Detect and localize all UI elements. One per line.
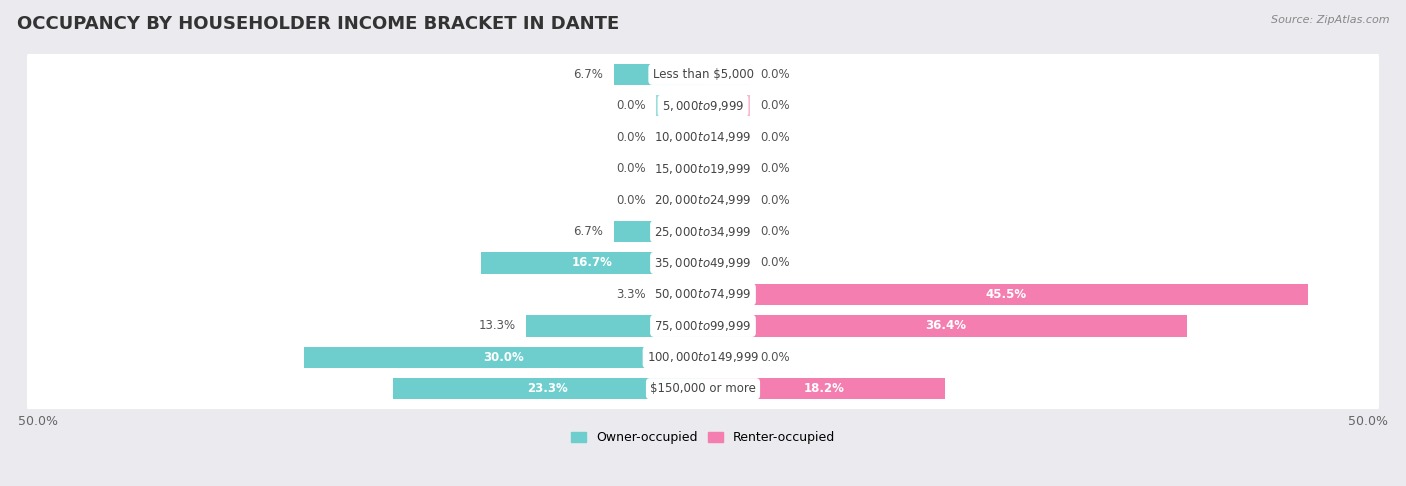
- Text: 45.5%: 45.5%: [986, 288, 1026, 301]
- Text: 30.0%: 30.0%: [484, 351, 524, 364]
- Bar: [304, 347, 703, 368]
- Text: 6.7%: 6.7%: [574, 68, 603, 81]
- Text: $75,000 to $99,999: $75,000 to $99,999: [654, 319, 752, 333]
- Text: 0.0%: 0.0%: [616, 193, 645, 207]
- FancyBboxPatch shape: [27, 112, 1379, 162]
- Text: 0.0%: 0.0%: [761, 68, 790, 81]
- Text: 18.2%: 18.2%: [804, 382, 845, 395]
- FancyBboxPatch shape: [27, 49, 1379, 100]
- Bar: [703, 315, 1188, 336]
- Text: $25,000 to $34,999: $25,000 to $34,999: [654, 225, 752, 239]
- Bar: [703, 378, 945, 399]
- Bar: [703, 252, 749, 274]
- Text: 3.3%: 3.3%: [616, 288, 645, 301]
- Text: $5,000 to $9,999: $5,000 to $9,999: [662, 99, 744, 113]
- Text: OCCUPANCY BY HOUSEHOLDER INCOME BRACKET IN DANTE: OCCUPANCY BY HOUSEHOLDER INCOME BRACKET …: [17, 15, 619, 33]
- Text: $35,000 to $49,999: $35,000 to $49,999: [654, 256, 752, 270]
- Bar: [657, 95, 703, 117]
- FancyBboxPatch shape: [27, 175, 1379, 225]
- Text: 0.0%: 0.0%: [761, 99, 790, 112]
- FancyBboxPatch shape: [27, 269, 1379, 320]
- Text: 6.7%: 6.7%: [574, 225, 603, 238]
- Bar: [392, 378, 703, 399]
- Legend: Owner-occupied, Renter-occupied: Owner-occupied, Renter-occupied: [567, 426, 839, 449]
- Bar: [703, 221, 749, 242]
- FancyBboxPatch shape: [27, 301, 1379, 351]
- Bar: [703, 158, 749, 179]
- FancyBboxPatch shape: [27, 143, 1379, 194]
- Bar: [703, 284, 1309, 305]
- Text: $20,000 to $24,999: $20,000 to $24,999: [654, 193, 752, 207]
- Text: 0.0%: 0.0%: [761, 225, 790, 238]
- Text: 0.0%: 0.0%: [761, 131, 790, 144]
- Bar: [703, 190, 749, 211]
- Text: 0.0%: 0.0%: [616, 99, 645, 112]
- Text: 13.3%: 13.3%: [478, 319, 516, 332]
- Text: Source: ZipAtlas.com: Source: ZipAtlas.com: [1271, 15, 1389, 25]
- Text: $15,000 to $19,999: $15,000 to $19,999: [654, 162, 752, 175]
- Text: 36.4%: 36.4%: [925, 319, 966, 332]
- Text: 16.7%: 16.7%: [571, 257, 613, 269]
- Bar: [657, 284, 703, 305]
- Text: $50,000 to $74,999: $50,000 to $74,999: [654, 287, 752, 301]
- FancyBboxPatch shape: [27, 238, 1379, 288]
- Text: 0.0%: 0.0%: [761, 351, 790, 364]
- Bar: [614, 64, 703, 85]
- Text: 0.0%: 0.0%: [616, 162, 645, 175]
- FancyBboxPatch shape: [27, 332, 1379, 382]
- Text: 23.3%: 23.3%: [527, 382, 568, 395]
- Text: 0.0%: 0.0%: [616, 131, 645, 144]
- Bar: [703, 95, 749, 117]
- Text: $100,000 to $149,999: $100,000 to $149,999: [647, 350, 759, 364]
- Bar: [703, 126, 749, 148]
- Bar: [703, 347, 749, 368]
- Bar: [614, 221, 703, 242]
- FancyBboxPatch shape: [27, 364, 1379, 414]
- Bar: [657, 190, 703, 211]
- FancyBboxPatch shape: [27, 207, 1379, 257]
- Text: 0.0%: 0.0%: [761, 257, 790, 269]
- Bar: [657, 126, 703, 148]
- Text: $150,000 or more: $150,000 or more: [650, 382, 756, 395]
- Bar: [657, 158, 703, 179]
- FancyBboxPatch shape: [27, 81, 1379, 131]
- Text: Less than $5,000: Less than $5,000: [652, 68, 754, 81]
- Text: 0.0%: 0.0%: [761, 162, 790, 175]
- Text: $10,000 to $14,999: $10,000 to $14,999: [654, 130, 752, 144]
- Bar: [703, 64, 749, 85]
- Text: 0.0%: 0.0%: [761, 193, 790, 207]
- Bar: [481, 252, 703, 274]
- Bar: [526, 315, 703, 336]
